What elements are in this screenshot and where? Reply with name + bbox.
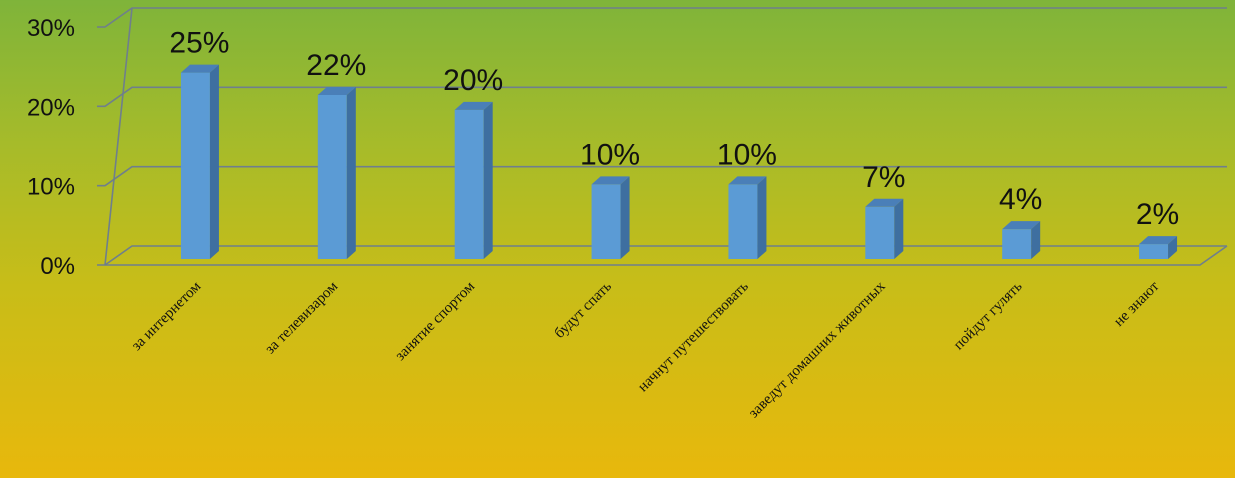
bar	[454, 101, 493, 259]
data-label: 20%	[443, 64, 503, 97]
x-tick-label: будут спать	[552, 278, 615, 341]
x-tick-label: пойдут гулять	[951, 278, 1026, 353]
gridlines	[97, 7, 1228, 266]
bar	[728, 176, 767, 259]
data-label: 22%	[306, 49, 366, 82]
axis-wall-line	[104, 7, 133, 266]
data-label: 10%	[580, 138, 640, 171]
bar	[1002, 221, 1041, 259]
y-tick-label: 30%	[27, 15, 75, 42]
x-tick-label: занятие спортом	[392, 278, 478, 364]
x-tick-label: за интернетом	[129, 278, 205, 354]
data-labels: 25% 22% 20% 10% 10% 7% 4% 2%	[169, 27, 1179, 232]
y-axis-ticks: 0% 10% 20% 30%	[27, 15, 75, 280]
bar	[591, 176, 630, 259]
x-axis-ticks: за интернетом за телевизаром занятие спорт…	[129, 278, 1163, 421]
y-tick-label: 20%	[27, 94, 75, 121]
bar	[180, 64, 219, 259]
y-tick-label: 0%	[40, 253, 75, 280]
bars	[180, 64, 1178, 260]
data-label: 10%	[717, 138, 777, 171]
bar	[865, 198, 904, 259]
y-tick-label: 10%	[27, 174, 75, 201]
data-label: 2%	[1136, 198, 1179, 231]
x-tick-label: не знают	[1111, 278, 1163, 330]
gridline	[97, 165, 1227, 187]
data-label: 25%	[169, 27, 229, 60]
bar	[317, 86, 356, 260]
gridline	[97, 7, 1227, 28]
gridline	[97, 86, 1227, 108]
data-label: 4%	[999, 183, 1042, 216]
x-axis-line	[105, 245, 1228, 266]
x-tick-label: начнут путешествовать	[635, 278, 752, 395]
x-tick-label: за телевизаром	[262, 278, 341, 357]
x-tick-label: заведут домашних животных	[746, 278, 889, 421]
bar	[1139, 236, 1178, 259]
data-label: 7%	[862, 161, 905, 194]
gridline	[97, 245, 1227, 266]
